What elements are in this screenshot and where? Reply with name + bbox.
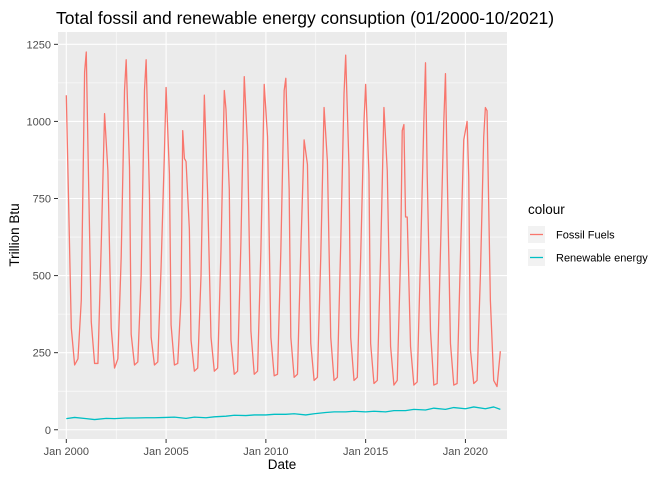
y-axis-label: Trillion Btu <box>7 203 22 266</box>
y-tick-label: 1250 <box>27 39 51 51</box>
axes: 0 250 500 750 1000 1250 Jan 2000 Jan 2005 Jan 20… <box>27 39 489 458</box>
series-lines <box>65 51 501 421</box>
chart-title: Total fossil and renewable energy consup… <box>56 8 554 28</box>
x-tick-label: Jan 2000 <box>44 446 89 458</box>
x-axis-label: Date <box>268 457 297 472</box>
legend-item-label: Renewable energy <box>556 253 648 265</box>
series-line-renewable-energy <box>66 406 501 421</box>
x-tick-label: Jan 2015 <box>343 446 388 458</box>
y-tick-label: 500 <box>33 271 51 283</box>
y-tick-label: 250 <box>33 348 51 360</box>
y-tick-label: 0 <box>45 425 51 437</box>
legend: colour Fossil Fuels Renewable energy <box>528 202 648 266</box>
y-tick-label: 750 <box>33 194 51 206</box>
x-tick-label: Jan 2020 <box>443 446 488 458</box>
x-tick-label: Jan 2010 <box>243 446 288 458</box>
x-tick-label: Jan 2005 <box>143 446 188 458</box>
y-tick-label: 1000 <box>27 116 51 128</box>
legend-title: colour <box>528 202 565 217</box>
plot-panel <box>58 32 507 439</box>
legend-item-label: Fossil Fuels <box>556 230 615 242</box>
series-line-fossil-fuels <box>65 51 501 388</box>
